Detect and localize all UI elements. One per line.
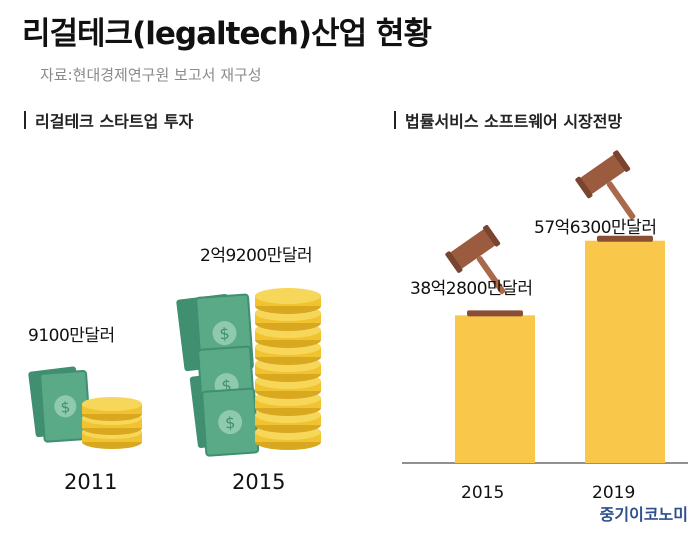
bar-value-label-2015: 38억2800만달러	[410, 279, 533, 299]
svg-text:$: $	[224, 413, 235, 433]
bar-category-2015: 2015	[461, 483, 505, 503]
svg-text:$: $	[221, 376, 232, 396]
gavel-block-icon	[467, 310, 523, 317]
value-label-2015: 2억9200만달러	[200, 246, 313, 266]
gavel-block-icon	[597, 235, 653, 242]
bar-2015	[455, 315, 535, 463]
market-chart-title: 법률서비스 소프트웨어 시장전망	[405, 112, 623, 131]
gavel-icon	[445, 224, 506, 295]
market-section-header: 법률서비스 소프트웨어 시장전망	[394, 108, 622, 132]
gavel-icon	[575, 150, 636, 220]
svg-text:$: $	[60, 398, 71, 417]
bar-2019	[585, 240, 665, 463]
investment-section-header: 리걸테크 스타트업 투자	[24, 108, 193, 132]
year-label-2011: 2011	[64, 470, 118, 494]
svg-text:$: $	[219, 324, 230, 344]
investment-chart-title: 리걸테크 스타트업 투자	[35, 112, 194, 131]
year-label-2015: 2015	[232, 470, 286, 494]
money-bill-icon: $	[201, 387, 260, 457]
page-title: 리걸테크(legaltech)산업 현황	[22, 16, 432, 52]
source-note: 자료:현대경제연구원 보고서 재구성	[40, 66, 262, 84]
bar-value-label-2019: 57억6300만달러	[534, 218, 657, 238]
bar-category-2019: 2019	[592, 483, 636, 503]
brand-logo: 중기이코노미	[599, 505, 688, 524]
section-marker	[24, 111, 26, 129]
section-marker	[394, 111, 396, 129]
coin-stack-icon	[255, 288, 321, 450]
coin-stack-icon	[82, 397, 142, 449]
value-label-2011: 9100만달러	[28, 326, 115, 346]
